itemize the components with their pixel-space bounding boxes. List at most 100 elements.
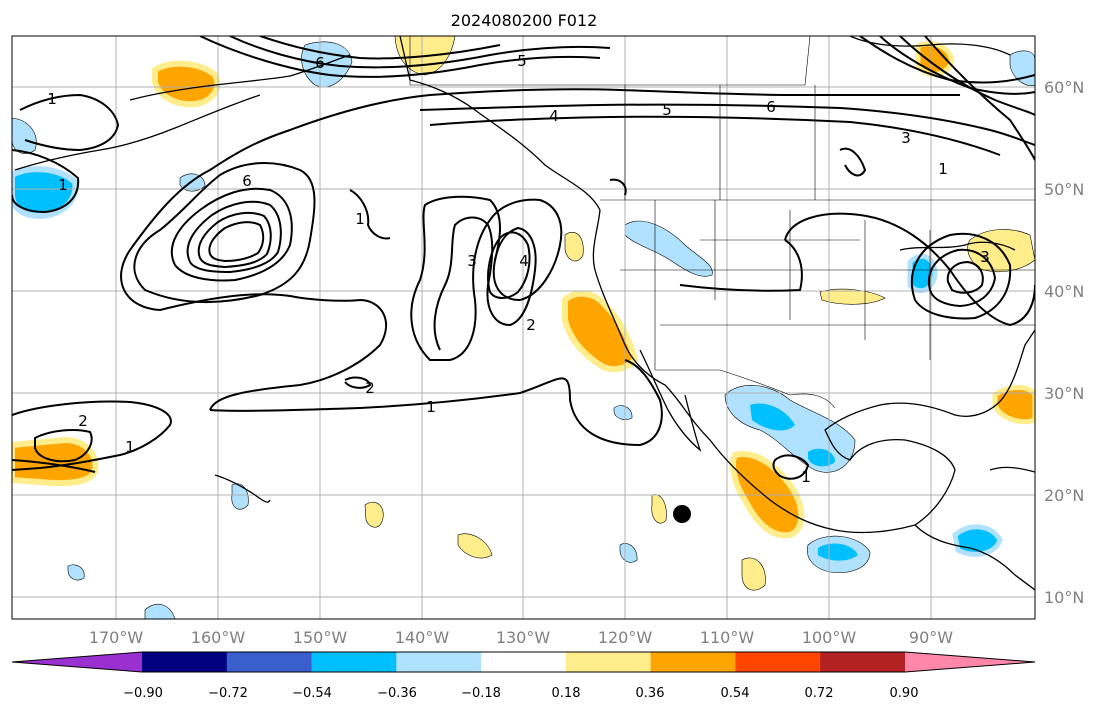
colorbar-segment bbox=[311, 652, 397, 672]
contour-line bbox=[910, 232, 1012, 320]
contour-line bbox=[946, 260, 984, 294]
contour-label: 5 bbox=[662, 101, 672, 119]
contour-line bbox=[12, 400, 172, 471]
coastline-cuba bbox=[989, 466, 1035, 473]
colorbar-tick-label: 0.54 bbox=[721, 686, 750, 701]
latitude-label: 60°N bbox=[1044, 78, 1084, 97]
contour-line bbox=[924, 36, 1035, 161]
shading-hawaii-blue bbox=[231, 483, 249, 510]
shading-small-yellow-1 bbox=[364, 501, 384, 528]
colorbar-tick-label: −0.36 bbox=[377, 686, 417, 701]
shading-west-blue-2 bbox=[12, 117, 37, 154]
colorbar-tick-labels: −0.90 −0.72 −0.54 −0.36 −0.18 0.18 0.36 … bbox=[123, 686, 918, 701]
border-state-lines bbox=[620, 200, 1035, 370]
colorbar-tick-label: 0.72 bbox=[805, 686, 834, 701]
contour-line bbox=[419, 103, 1035, 146]
location-marker bbox=[673, 505, 691, 523]
colorbar-tick-label: −0.18 bbox=[461, 686, 501, 701]
shading-small-blue-4 bbox=[144, 603, 176, 619]
contour-line bbox=[429, 115, 1001, 156]
contour-line bbox=[839, 147, 867, 177]
latitude-label: 10°N bbox=[1044, 588, 1084, 607]
latitude-labels: 60°N 50°N 40°N 30°N 20°N 10°N bbox=[1044, 78, 1084, 607]
contour-label: 1 bbox=[938, 160, 948, 178]
map-panel: 1 6 1 6 5 4 5 6 3 1 1 3 4 2 2 1 2 1 3 1 bbox=[11, 35, 1036, 620]
contour-label: 1 bbox=[355, 210, 365, 228]
shading-small-blue-3 bbox=[619, 543, 638, 563]
colorbar-segment bbox=[820, 652, 906, 672]
shading-central-am-cyan bbox=[818, 543, 858, 561]
shading-mexico-cyan-1 bbox=[750, 403, 795, 431]
colorbar-segments bbox=[11, 651, 1036, 673]
shading-small-yellow-4 bbox=[651, 494, 667, 524]
contour-label: 6 bbox=[315, 54, 325, 72]
shading-nevada-blue bbox=[624, 220, 713, 277]
contour-label: 5 bbox=[517, 52, 527, 70]
longitude-label: 90°W bbox=[909, 628, 953, 647]
colorbar-extend-min bbox=[12, 652, 142, 672]
colorbar-tick-label: 0.18 bbox=[552, 686, 581, 701]
border-us-mexico bbox=[655, 369, 836, 409]
coastline-alaska bbox=[129, 54, 351, 101]
longitude-label: 140°W bbox=[395, 628, 450, 647]
contour-label: 4 bbox=[549, 107, 559, 125]
contour-line bbox=[197, 211, 272, 269]
map-frame bbox=[11, 35, 1036, 620]
contour-line bbox=[259, 36, 501, 60]
latitude-label: 30°N bbox=[1044, 384, 1084, 403]
contour-line bbox=[899, 36, 1035, 116]
colorbar-segment bbox=[565, 652, 652, 672]
contour-line bbox=[34, 429, 93, 463]
shading-mexico-cyan-2 bbox=[808, 448, 835, 467]
shading-small-yellow-3 bbox=[741, 557, 766, 591]
shading-small-blue-2 bbox=[67, 564, 85, 581]
contour-label: 1 bbox=[125, 438, 135, 456]
shading-small-yellow-6 bbox=[564, 232, 584, 262]
colorbar-tick-label: −0.90 bbox=[123, 686, 163, 701]
contour-line bbox=[208, 221, 265, 263]
contour-line bbox=[209, 359, 663, 447]
colorbar-segment bbox=[226, 652, 313, 672]
contour-line bbox=[927, 248, 997, 308]
contour-line bbox=[349, 189, 391, 240]
contour-label: 4 bbox=[519, 252, 529, 270]
contour-label: 3 bbox=[980, 248, 990, 266]
contour-label: 1 bbox=[801, 468, 811, 486]
longitude-label: 110°W bbox=[700, 628, 755, 647]
shading-pacific-orange bbox=[12, 436, 99, 487]
coastline-central-am bbox=[914, 524, 1035, 591]
contour-label: 2 bbox=[526, 316, 536, 334]
gridlines bbox=[12, 36, 1035, 619]
contour-line bbox=[170, 187, 293, 282]
contour-label: 2 bbox=[78, 412, 88, 430]
contour-label: 1 bbox=[58, 176, 68, 194]
shading-small-yellow-2 bbox=[457, 533, 493, 559]
colorbar-segment bbox=[481, 652, 567, 672]
contour-line bbox=[784, 212, 1035, 327]
coastline-hawaii bbox=[214, 474, 271, 503]
shading-plains-yellow bbox=[819, 288, 886, 305]
contour-line bbox=[19, 93, 120, 152]
contour-line bbox=[410, 195, 563, 361]
contour-label: 6 bbox=[766, 98, 776, 116]
colorbar-segment bbox=[142, 652, 228, 672]
contour-labels: 1 6 1 6 5 4 5 6 3 1 1 3 4 2 2 1 2 1 3 1 bbox=[47, 52, 990, 486]
contour-line bbox=[772, 454, 810, 480]
contour-line bbox=[12, 459, 96, 473]
contour-line bbox=[120, 88, 960, 411]
colorbar: −0.90 −0.72 −0.54 −0.36 −0.18 0.18 0.36 … bbox=[11, 651, 1036, 701]
colorbar-segment bbox=[650, 652, 736, 672]
shading-west-coast-orange bbox=[562, 290, 639, 373]
longitude-label: 150°W bbox=[293, 628, 348, 647]
contour-line bbox=[229, 36, 611, 69]
coastline-aleutians bbox=[14, 94, 261, 171]
longitude-labels: 170°W 160°W 150°W 140°W 130°W 120°W 110°… bbox=[89, 628, 953, 647]
contour-label: 6 bbox=[242, 172, 252, 190]
shading-small-blue-6 bbox=[613, 405, 633, 420]
contour-line bbox=[344, 376, 372, 389]
contour-label: 2 bbox=[365, 379, 375, 397]
contour-label: 3 bbox=[467, 252, 477, 270]
latitude-label: 50°N bbox=[1044, 180, 1084, 199]
shading-west-blue bbox=[12, 166, 79, 220]
colorbar-tick-label: 0.36 bbox=[636, 686, 665, 701]
